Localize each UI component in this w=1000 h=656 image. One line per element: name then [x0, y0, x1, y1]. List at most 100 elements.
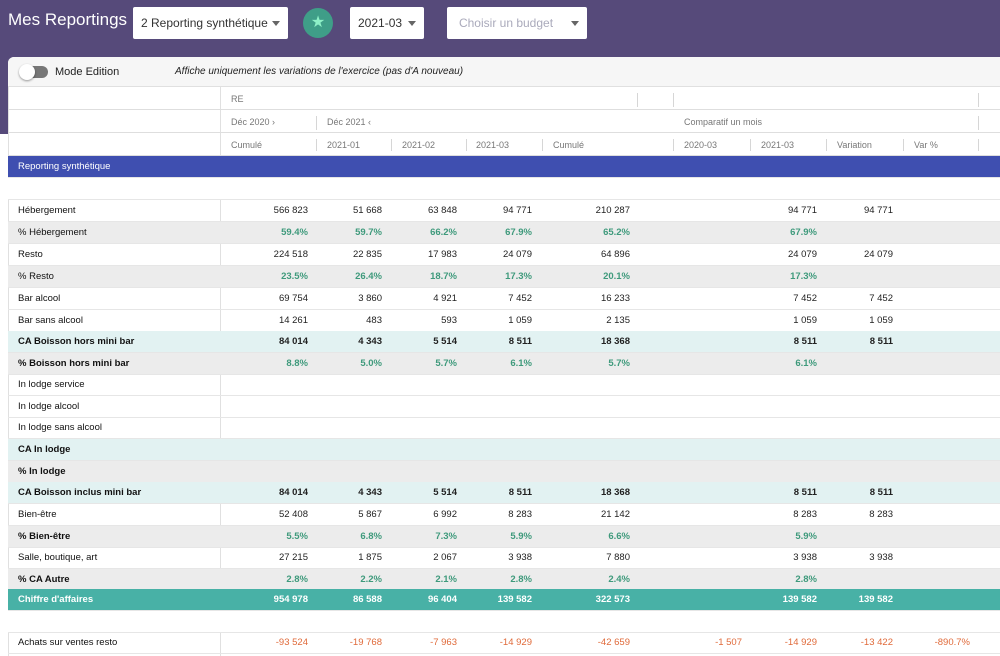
table-cell: 3 860	[358, 293, 382, 304]
divider	[903, 139, 904, 151]
table-cell: 2.8%	[795, 574, 817, 585]
table-cell: 22 835	[352, 249, 382, 260]
table-cell: 5.0%	[360, 358, 382, 369]
table-cell: 7 452	[793, 293, 817, 304]
table-cell: 7 452	[508, 293, 532, 304]
dec2020-label[interactable]: Déc 2020 ›	[231, 117, 276, 127]
col-header: 2021-01	[327, 140, 361, 150]
table-cell: -7 963	[430, 637, 457, 648]
table-cell: 20.1%	[603, 271, 630, 282]
star-icon[interactable]: ★	[303, 8, 333, 38]
table-cell: -42 659	[597, 637, 630, 648]
table-cell: 2.8%	[286, 574, 308, 585]
comparatif-label: Comparatif un mois	[684, 117, 763, 127]
table-row: Chiffre d'affaires 954 978 86 588 96 404 139…	[8, 589, 1000, 611]
report-select[interactable]: 2 Reporting synthétique	[133, 7, 288, 39]
table-cell: 8 283	[508, 509, 532, 520]
section-row: Reporting synthétique	[8, 156, 1000, 178]
row-label: % Boisson hors mini bar	[18, 358, 130, 369]
report-select-value: 2 Reporting synthétique	[141, 16, 268, 30]
table-row: % Boisson hors mini bar 8.8% 5.0% 5.7% 6.1% 5…	[8, 353, 1000, 375]
table-cell: -93 524	[275, 637, 308, 648]
table-cell: 21 142	[600, 509, 630, 520]
table-row: CA Boisson hors mini bar 84 014 4 343 5 514…	[8, 331, 1000, 353]
table-cell: 94 771	[863, 205, 893, 216]
row-label: % Bien-être	[18, 531, 71, 542]
table-cell: 6.1%	[510, 358, 532, 369]
table-cell: 8 511	[869, 487, 893, 498]
row-label: Resto	[18, 249, 43, 260]
table-row: Achats sur ventes resto -93 524 -19 768 -7 …	[8, 632, 1000, 654]
table-cell: 6.8%	[360, 531, 382, 542]
table-cell: 2.4%	[608, 574, 630, 585]
divider	[637, 93, 638, 107]
table-cell: -19 768	[349, 637, 382, 648]
table-row	[8, 611, 1000, 633]
table-cell: 69 754	[278, 293, 308, 304]
table-cell: -13 422	[860, 637, 893, 648]
row-label: Hébergement	[18, 205, 76, 216]
table-cell: 18.7%	[430, 271, 457, 282]
table-cell: 6 992	[433, 509, 457, 520]
table-cell: 17.3%	[790, 271, 817, 282]
table-cell: 2.8%	[510, 574, 532, 585]
row-label: Bien-être	[18, 509, 57, 520]
table-cell: 67.9%	[505, 227, 532, 238]
table-row: Hébergement 566 823 51 668 63 848 94 771 210 …	[8, 200, 1000, 222]
table-row: Bien-être 52 408 5 867 6 992 8 283 21 142 8 28…	[8, 504, 1000, 526]
table-row: % In lodge	[8, 461, 1000, 483]
table-cell: 66.2%	[430, 227, 457, 238]
table-cell: 8 511	[793, 336, 817, 347]
table-cell: 954 978	[273, 594, 308, 605]
table-cell: -14 929	[499, 637, 532, 648]
table-cell: 24 079	[502, 249, 532, 260]
table-cell: 94 771	[502, 205, 532, 216]
table-cell: 3 938	[869, 552, 893, 563]
col-header: Cumulé	[553, 140, 585, 150]
table-cell: 8 511	[508, 336, 532, 347]
table-cell: 8 283	[793, 509, 817, 520]
table-cell: 5.9%	[510, 531, 532, 542]
mode-edition-toggle[interactable]	[19, 64, 48, 80]
table-cell: -1 507	[715, 637, 742, 648]
chevron-down-icon	[571, 21, 579, 26]
table-cell: 84 014	[278, 487, 308, 498]
table-row: In lodge sans alcool	[8, 417, 1000, 439]
variation-note: Affiche uniquement les variations de l'e…	[175, 66, 464, 77]
table-cell: 1 059	[508, 315, 532, 326]
row-label: % CA Autre	[18, 574, 70, 585]
table-cell: 2.2%	[360, 574, 382, 585]
table-cell: 8.8%	[286, 358, 308, 369]
spacer-row	[8, 178, 1000, 200]
dec2021-label[interactable]: Déc 2021 ‹	[327, 117, 372, 127]
col-header: Variation	[837, 140, 872, 150]
budget-select[interactable]: Choisir un budget	[447, 7, 587, 39]
table-cell: 5.9%	[795, 531, 817, 542]
col-header: 2021-02	[402, 140, 436, 150]
col-header: Var %	[914, 140, 938, 150]
table-cell: 84 014	[278, 336, 308, 347]
col-header: Cumulé	[231, 140, 263, 150]
table-cell: 24 079	[787, 249, 817, 260]
divider	[316, 116, 317, 130]
report-panel: Mode Edition Affiche uniquement les vari…	[8, 57, 1000, 656]
col-header: 2021-03	[476, 140, 510, 150]
row-label: In lodge alcool	[18, 401, 80, 412]
table-row: CA In lodge	[8, 439, 1000, 461]
row-label: Chiffre d'affaires	[18, 594, 94, 605]
table-cell: 59.7%	[355, 227, 382, 238]
period-select-value: 2021-03	[358, 16, 403, 30]
table-cell: 27 215	[278, 552, 308, 563]
divider	[750, 139, 751, 151]
chevron-down-icon	[408, 21, 416, 26]
row-label: In lodge service	[18, 379, 85, 390]
table-cell: 16 233	[600, 293, 630, 304]
table-cell: 7 880	[606, 552, 630, 563]
table-row: % CA Autre 2.8% 2.2% 2.1% 2.8% 2.4% 2.8%	[8, 569, 1000, 591]
row-label: Bar sans alcool	[18, 315, 83, 326]
divider	[316, 139, 317, 151]
table-cell: 3 938	[793, 552, 817, 563]
table-cell: 8 511	[793, 487, 817, 498]
period-select[interactable]: 2021-03	[350, 7, 424, 39]
row-label: % In lodge	[18, 466, 66, 477]
